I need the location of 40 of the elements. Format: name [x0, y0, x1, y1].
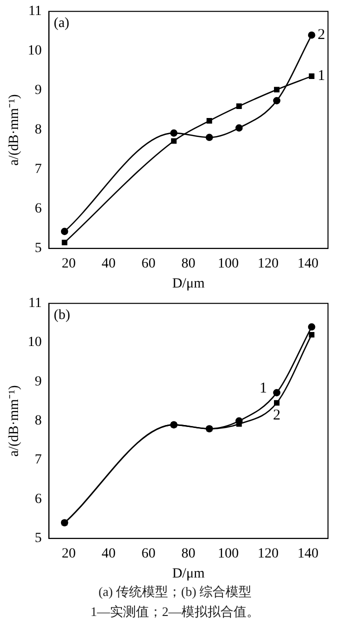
x-tick-label: 120: [258, 256, 279, 272]
x-tick-label: 80: [181, 256, 196, 272]
x-axis-title: D/μm: [172, 566, 205, 582]
x-tick-label: 60: [142, 256, 156, 272]
y-tick-label: 11: [28, 4, 42, 20]
y-axis-title: a/(dB·mm⁻¹): [7, 94, 22, 166]
text: 1—实测值；2—模拟拟合值。: [90, 603, 260, 621]
x-tick-label: 140: [298, 256, 319, 272]
x-tick-label: 40: [102, 256, 116, 272]
y-axis-title: a/(dB·mm⁻¹): [7, 384, 22, 457]
y-tick-label: 6: [34, 202, 42, 217]
series-label: 1: [318, 68, 326, 84]
x-tick-label: 60: [142, 546, 156, 562]
y-tick-label: 10: [28, 335, 42, 350]
x-tick-label: 100: [218, 256, 239, 272]
text: (a) 传统模型；(b) 综合模型: [97, 583, 253, 601]
x-axis-title: D/μm: [172, 276, 205, 292]
y-tick-label: 10: [28, 44, 42, 59]
x-tick-label: 120: [258, 546, 279, 562]
y-tick-label: 8: [34, 414, 42, 429]
y-tick-label: 6: [34, 492, 42, 507]
series-label: 1: [259, 380, 267, 397]
x-tick-label: 80: [181, 546, 196, 562]
series-label: 2: [272, 408, 280, 424]
y-tick-label: 7: [34, 162, 42, 178]
x-tick-label: 140: [298, 546, 319, 562]
y-tick-label: 5: [34, 241, 42, 256]
x-tick-label: 40: [102, 546, 116, 562]
y-tick-label: 7: [34, 452, 42, 468]
x-tick-label: 20: [62, 546, 76, 562]
y-tick-label: 5: [34, 531, 42, 546]
y-tick-label: 11: [28, 296, 42, 312]
chart-title: (b): [54, 308, 70, 324]
y-tick-label: 9: [34, 83, 42, 98]
chart-title: (a): [54, 16, 70, 32]
y-tick-label: 8: [34, 122, 42, 138]
y-tick-label: 9: [34, 374, 42, 390]
series-label: 2: [318, 27, 326, 44]
x-tick-label: 20: [62, 256, 76, 272]
x-tick-label: 100: [218, 546, 239, 562]
